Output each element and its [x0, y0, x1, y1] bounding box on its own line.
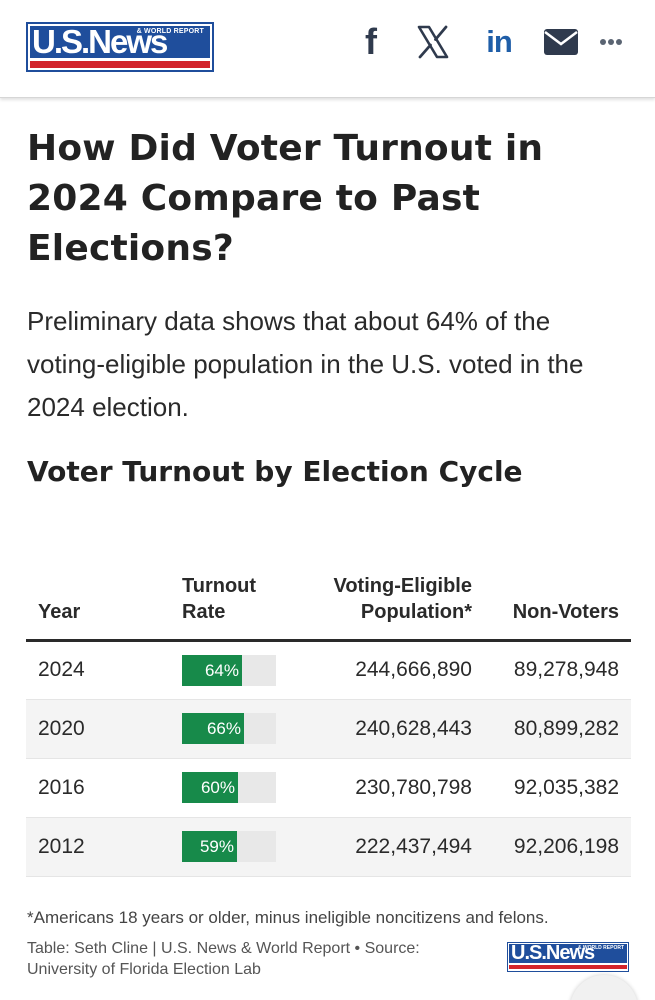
logo-blue-band — [30, 26, 210, 58]
cell-year: 2016 — [26, 758, 170, 818]
cell-non-voters: 89,278,948 — [474, 640, 631, 700]
cell-turnout-rate: 60% — [170, 758, 306, 818]
cell-turnout-rate: 66% — [170, 699, 306, 759]
turnout-bar-fill — [182, 772, 238, 803]
turnout-bar-label: 59% — [199, 837, 234, 856]
linkedin-glyph: in — [486, 24, 513, 59]
usnews-logo-small[interactable]: U.S.News & WORLD REPORT — [507, 942, 629, 972]
turnout-bar-track: 60% — [182, 772, 276, 803]
cell-voting-eligible-population: 240,628,443 — [306, 699, 474, 759]
more-dot — [616, 39, 622, 45]
turnout-bar-track: 59% — [182, 831, 276, 862]
turnout-table: Year Turnout Rate Voting-Eligible Popula… — [26, 540, 631, 877]
linkedin-icon[interactable]: in — [480, 24, 518, 60]
turnout-bar-label: 64% — [204, 660, 239, 680]
site-header: U.S.News & WORLD REPORT f in — [0, 0, 655, 98]
cell-year: 2012 — [26, 817, 170, 877]
table-row: 2024 64% 244,666,890 89,278,948 — [26, 640, 631, 700]
cell-year: 2024 — [26, 640, 170, 700]
article-intro: Preliminary data shows that about 64% of… — [27, 306, 584, 422]
article-title: How Did Voter Turnout in 2024 Compare to… — [27, 128, 544, 269]
table-row: 2012 59% 222,437,494 92,206,198 — [26, 817, 631, 877]
logo-wordmark: U.S.News — [32, 23, 168, 60]
logo-subtitle: & WORLD REPORT — [136, 28, 204, 35]
table-header-row: Year Turnout Rate Voting-Eligible Popula… — [26, 540, 631, 642]
table-row: 2016 60% 230,780,798 92,035,382 — [26, 758, 631, 818]
facebook-glyph: f — [365, 21, 377, 62]
cell-turnout-rate: 59% — [170, 817, 306, 877]
logo-red-stripe — [30, 61, 210, 68]
header-non-voters[interactable]: Non-Voters — [474, 540, 631, 642]
more-dot — [608, 39, 614, 45]
turnout-bar-label: 66% — [206, 719, 241, 738]
cell-year: 2020 — [26, 699, 170, 759]
turnout-bar-fill — [182, 713, 244, 744]
table-credit: Table: Seth Cline | U.S. News & World Re… — [27, 940, 420, 978]
turnout-bar-fill — [182, 654, 242, 686]
header-voting-eligible-population[interactable]: Voting-Eligible Population* — [306, 540, 474, 642]
table-row: 2020 66% 240,628,443 80,899,282 — [26, 699, 631, 759]
scroll-button[interactable] — [570, 975, 638, 1000]
cell-non-voters: 92,035,382 — [474, 758, 631, 818]
header-year[interactable]: Year — [26, 540, 170, 642]
cell-non-voters: 80,899,282 — [474, 699, 631, 759]
cell-non-voters: 92,206,198 — [474, 817, 631, 877]
logo-subtitle: & WORLD REPORT — [577, 945, 624, 951]
mail-glyph — [544, 29, 578, 55]
more-dot — [600, 39, 606, 45]
facebook-icon[interactable]: f — [356, 21, 386, 62]
usnews-logo[interactable]: U.S.News & WORLD REPORT — [26, 22, 214, 72]
mail-icon[interactable] — [542, 24, 580, 60]
logo-red-stripe — [509, 965, 627, 969]
turnout-bar-label: 60% — [200, 778, 235, 797]
cell-voting-eligible-population: 244,666,890 — [306, 640, 474, 700]
x-glyph — [417, 25, 449, 59]
turnout-bar-track: 66% — [182, 713, 276, 744]
table-footnote: *Americans 18 years or older, minus inel… — [27, 908, 549, 927]
logo-wordmark: U.S.News — [511, 942, 595, 964]
logo-blue-band — [509, 944, 627, 963]
cell-voting-eligible-population: 222,437,494 — [306, 817, 474, 877]
cell-turnout-rate: 64% — [170, 640, 306, 700]
turnout-bar-track: 64% — [182, 654, 276, 686]
table-title: Voter Turnout by Election Cycle — [27, 455, 523, 488]
turnout-bar-fill — [182, 831, 237, 862]
cell-voting-eligible-population: 230,780,798 — [306, 758, 474, 818]
x-icon[interactable] — [414, 24, 452, 60]
header-turnout-rate[interactable]: Turnout Rate — [170, 540, 306, 642]
more-icon[interactable] — [598, 24, 624, 60]
